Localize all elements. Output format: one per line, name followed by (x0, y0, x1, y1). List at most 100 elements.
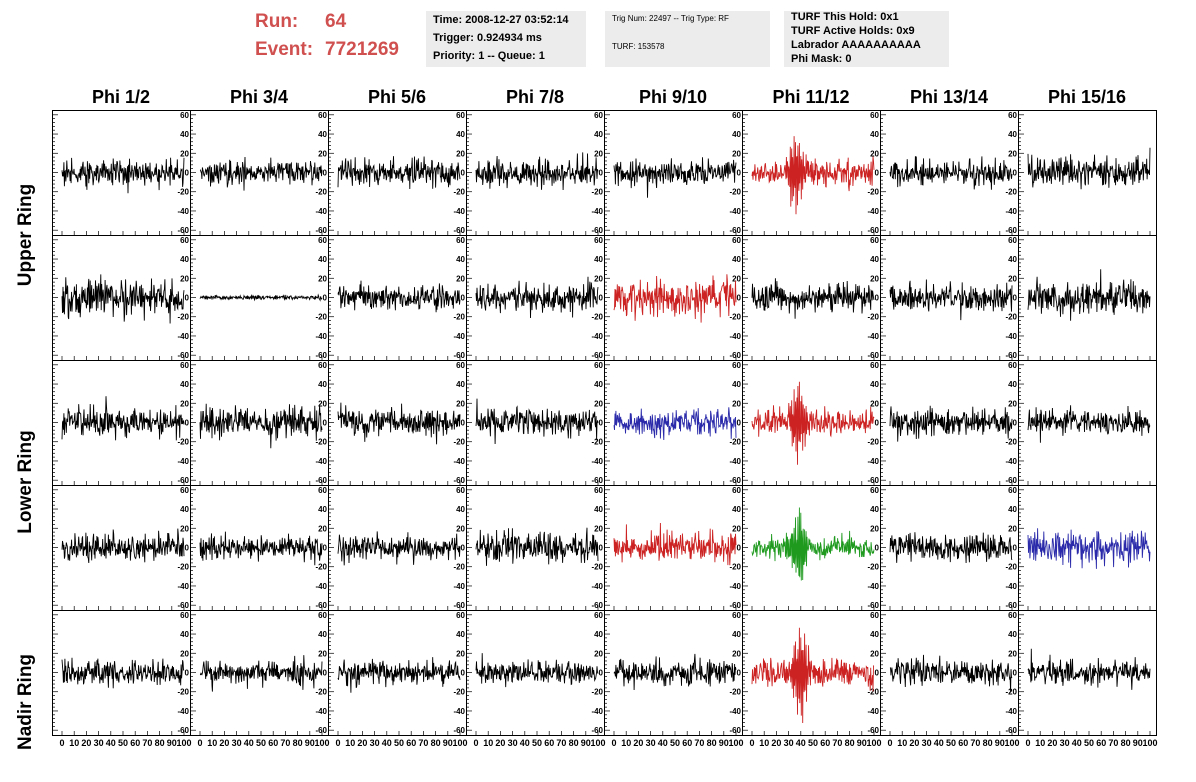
waveform-series-r2-c1 (61, 274, 185, 324)
y-tick-label-r4-c7: 40 (870, 505, 879, 514)
y-tick-label-r3-c8: -20 (1005, 438, 1017, 447)
waveform-series-r2-c3 (337, 280, 461, 313)
column-label-phi-15-16: Phi 15/16 (1047, 87, 1127, 107)
x-tick-label-c2: 80 (293, 738, 303, 748)
x-tick-label-c4: 70 (556, 738, 566, 748)
x-tick-label-c6: 90 (857, 738, 867, 748)
y-tick-label-r1-c7: 60 (870, 111, 879, 120)
column-label-phi-13-14: Phi 13/14 (909, 87, 989, 107)
x-tick-label-c2: 40 (244, 738, 254, 748)
waveform-series-r1-c1 (61, 157, 185, 194)
x-tick-label-c6: 30 (784, 738, 794, 748)
y-tick-label-r5-c4: 40 (456, 630, 465, 639)
y-tick-label-r5-c5: 0 (599, 669, 604, 678)
y-tick-label-r4-c8: 0 (1013, 544, 1018, 553)
y-tick-label-r3-c4: -60 (453, 476, 465, 485)
y-tick-label-r5-c8: -60 (1005, 726, 1017, 735)
y-tick-label-r5-c4: -20 (453, 688, 465, 697)
y-tick-label-r5-c3: 0 (323, 669, 328, 678)
y-tick-label-r5-c3: -40 (315, 707, 327, 716)
y-tick-label-r1-c2: 40 (180, 130, 189, 139)
y-tick-label-r1-c3: 0 (323, 169, 328, 178)
priority-text: Priority: 1 -- Queue: 1 (433, 50, 545, 62)
y-tick-label-r5-c4: -40 (453, 707, 465, 716)
waveform-series-r4-c5 (613, 522, 737, 566)
y-tick-label-r1-c6: 60 (732, 111, 741, 120)
waveform-series-r4-c1 (61, 528, 185, 564)
y-tick-label-r3-c5: 60 (594, 361, 603, 370)
y-tick-label-r2-c5: 40 (594, 255, 603, 264)
y-tick-label-r4-c3: 40 (318, 505, 327, 514)
y-tick-label-r3-c8: 20 (1008, 399, 1017, 408)
y-tick-label-r3-c4: 40 (456, 380, 465, 389)
y-tick-label-r2-c2: -60 (177, 351, 189, 360)
y-tick-label-r2-c4: 60 (456, 236, 465, 245)
y-tick-label-r1-c4: -20 (453, 188, 465, 197)
y-tick-label-r2-c8: 40 (1008, 255, 1017, 264)
y-tick-label-r1-c5: -40 (591, 207, 603, 216)
y-tick-label-r3-c4: 0 (461, 419, 466, 428)
x-tick-label-c7: 70 (970, 738, 980, 748)
waveform-series-r1-c7 (889, 156, 1013, 190)
x-tick-label-c5: 60 (682, 738, 692, 748)
y-tick-label-r2-c7: -40 (867, 332, 879, 341)
x-tick-label-c4: 20 (495, 738, 505, 748)
y-tick-label-r4-c2: 20 (180, 524, 189, 533)
y-tick-label-r1-c4: 60 (456, 111, 465, 120)
x-tick-label-c7: 90 (995, 738, 1005, 748)
x-tick-label-c5: 90 (719, 738, 729, 748)
y-tick-label-r2-c8: -20 (1005, 313, 1017, 322)
time-info-box: Time: 2008-12-27 03:52:14 Trigger: 0.924… (426, 11, 586, 67)
y-tick-label-r1-c5: -60 (591, 226, 603, 235)
y-tick-label-r3-c7: -60 (867, 476, 879, 485)
y-tick-label-r4-c3: 60 (318, 486, 327, 495)
x-tick-label-c1: 60 (130, 738, 140, 748)
y-tick-label-r2-c4: 0 (461, 294, 466, 303)
y-tick-label-r4-c7: -40 (867, 582, 879, 591)
waveform-series-r5-c3 (337, 657, 461, 693)
x-tick-label-c8: 50 (1084, 738, 1094, 748)
y-tick-label-r5-c6: -40 (729, 707, 741, 716)
y-tick-label-r4-c2: -20 (177, 563, 189, 572)
y-tick-label-r2-c3: 20 (318, 274, 327, 283)
y-tick-label-r5-c4: -60 (453, 726, 465, 735)
x-tick-label-c5: 40 (658, 738, 668, 748)
waveform-series-r3-c1 (61, 396, 185, 441)
trig-num-text: Trig Num: 22497 -- Trig Type: RF (612, 14, 729, 23)
x-tick-label-c4: 50 (532, 738, 542, 748)
y-tick-label-r1-c2: -60 (177, 226, 189, 235)
y-tick-label-r1-c3: 60 (318, 111, 327, 120)
y-tick-label-r3-c2: 60 (180, 361, 189, 370)
y-tick-label-r1-c8: -40 (1005, 207, 1017, 216)
trigger-info-box: Trig Num: 22497 -- Trig Type: RF TURF: 1… (605, 11, 770, 67)
y-tick-label-r5-c2: 0 (185, 669, 190, 678)
y-tick-label-r4-c3: -40 (315, 582, 327, 591)
y-tick-label-r5-c5: -20 (591, 688, 603, 697)
y-tick-label-r1-c6: -60 (729, 226, 741, 235)
x-tick-label-c1: 20 (81, 738, 91, 748)
waveform-series-r3-c2 (199, 403, 323, 449)
x-tick-label-c3: 70 (418, 738, 428, 748)
y-tick-label-r5-c7: -40 (867, 707, 879, 716)
x-tick-label-c4: 90 (581, 738, 591, 748)
y-tick-label-r4-c8: -60 (1005, 601, 1017, 610)
trigger-text: Trigger: 0.924934 ms (433, 32, 542, 44)
y-tick-label-r3-c3: -20 (315, 438, 327, 447)
x-tick-label-c8: 90 (1133, 738, 1143, 748)
y-tick-label-r1-c4: 40 (456, 130, 465, 139)
ring-label-upper-text: Upper Ring (15, 183, 36, 287)
y-tick-label-r3-c4: -40 (453, 457, 465, 466)
x-tick-label-c2: 90 (305, 738, 315, 748)
waveform-series-r2-c5 (613, 274, 737, 323)
y-tick-label-r2-c3: -40 (315, 332, 327, 341)
y-tick-label-r4-c7: 20 (870, 524, 879, 533)
y-tick-label-r3-c6: -40 (729, 457, 741, 466)
x-tick-label-c4: 30 (508, 738, 518, 748)
y-tick-label-r4-c2: 0 (185, 544, 190, 553)
y-tick-label-r5-c2: -60 (177, 726, 189, 735)
y-tick-label-r5-c6: -60 (729, 726, 741, 735)
x-tick-label-c3: 20 (357, 738, 367, 748)
x-tick-label-c1: 80 (155, 738, 165, 748)
y-tick-label-r2-c7: -20 (867, 313, 879, 322)
run-label: Run: (255, 11, 299, 32)
